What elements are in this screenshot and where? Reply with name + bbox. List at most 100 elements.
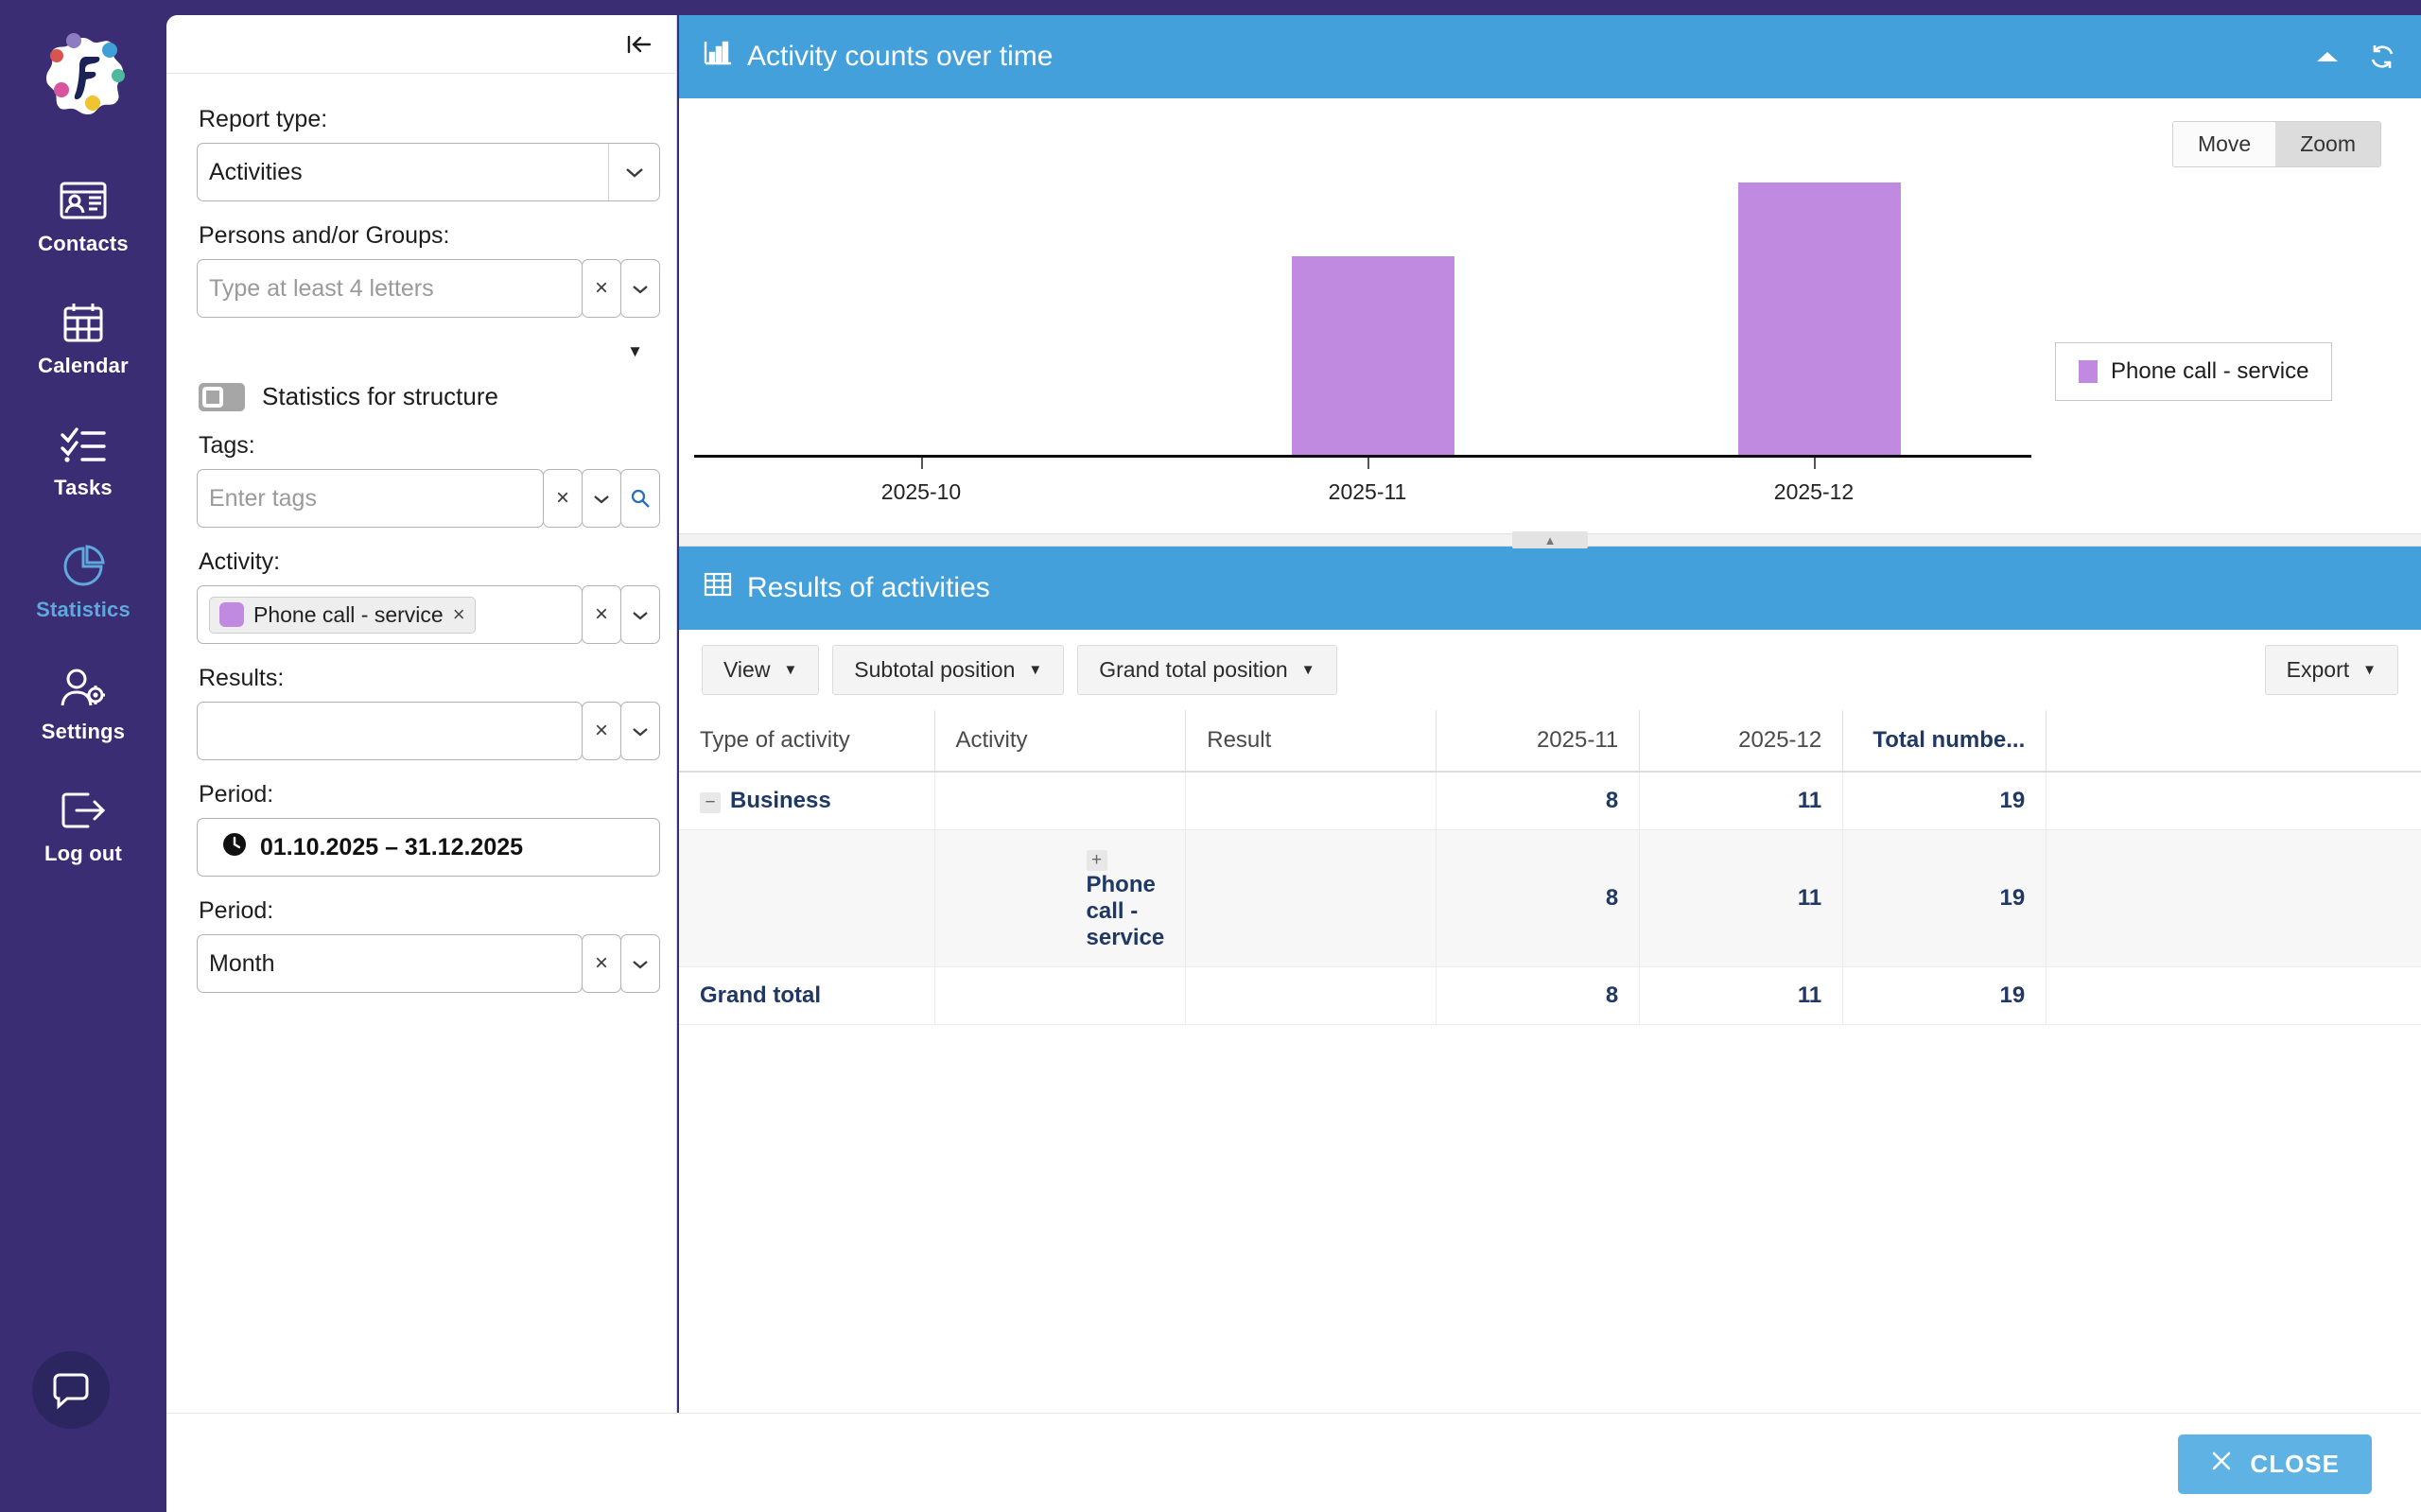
- col-total-number[interactable]: Total numbe...: [1842, 710, 2047, 773]
- col-result[interactable]: Result: [1185, 710, 1437, 773]
- collapse-group-icon[interactable]: −: [700, 792, 721, 813]
- activity-chip-remove[interactable]: ×: [452, 602, 465, 626]
- chat-bubble-icon[interactable]: [32, 1351, 110, 1429]
- cell-filler: [2046, 966, 2421, 1025]
- activity-combo[interactable]: Phone call - service × ×: [197, 585, 660, 644]
- report-type-select[interactable]: Activities: [197, 143, 660, 201]
- calendar-icon: [62, 300, 104, 345]
- grand-total-position-button[interactable]: Grand total position ▼: [1077, 645, 1337, 695]
- results-input[interactable]: [197, 702, 583, 760]
- view-button-label: View: [723, 657, 771, 682]
- tags-input[interactable]: Enter tags: [197, 469, 544, 528]
- tags-dropdown-button[interactable]: [582, 469, 621, 528]
- tags-combo[interactable]: Enter tags ×: [197, 469, 660, 528]
- export-button[interactable]: Export ▼: [2264, 645, 2398, 695]
- refresh-icon[interactable]: [2368, 43, 2396, 71]
- bar-2025-12[interactable]: [1738, 182, 1901, 455]
- pie-chart-icon: [61, 544, 105, 589]
- logout-icon: [60, 788, 107, 833]
- results-toolbar: View ▼ Subtotal position ▼ Grand total p…: [679, 630, 2421, 710]
- expand-row-icon[interactable]: +: [1086, 850, 1107, 871]
- report-type-label: Report type:: [199, 106, 328, 132]
- col-activity[interactable]: Activity: [934, 710, 1187, 773]
- persons-combo[interactable]: Type at least 4 letters ×: [197, 259, 660, 318]
- cell-filler: [2046, 829, 2421, 967]
- period-unit-clear-button[interactable]: ×: [582, 934, 621, 993]
- cell-total: 19: [1842, 966, 2047, 1025]
- collapse-panel-icon[interactable]: [623, 30, 655, 59]
- statistics-for-structure-toggle[interactable]: [199, 382, 245, 411]
- main-content: Activity counts over time Move Zoom: [679, 15, 2421, 1471]
- tags-clear-button[interactable]: ×: [543, 469, 583, 528]
- period-range-value: 01.10.2025 – 31.12.2025: [260, 833, 524, 860]
- table-row[interactable]: +Phone call - service 8 11 19: [679, 829, 2421, 967]
- toggle-knob: [202, 386, 223, 408]
- persons-clear-button[interactable]: ×: [582, 259, 621, 318]
- panel-splitter[interactable]: ▲: [679, 531, 2421, 548]
- table-icon: [704, 571, 732, 605]
- cell-2025-12: 11: [1639, 829, 1844, 967]
- sidebar-item-statistics[interactable]: Statistics: [0, 530, 166, 632]
- chart-header-actions: [2315, 43, 2396, 71]
- sidebar-item-logout[interactable]: Log out: [0, 774, 166, 876]
- activity-clear-button[interactable]: ×: [582, 585, 621, 644]
- chevron-down-icon[interactable]: [608, 144, 659, 200]
- cell-activity[interactable]: +Phone call - service: [934, 829, 1187, 967]
- chevron-down-icon[interactable]: ▼: [627, 342, 643, 360]
- cell-group-name: [679, 829, 935, 967]
- activity-label: Activity:: [199, 548, 281, 575]
- cell-total: 19: [1842, 829, 2047, 967]
- close-button-label: CLOSE: [2250, 1450, 2340, 1478]
- persons-input[interactable]: Type at least 4 letters: [197, 259, 583, 318]
- tags-buttons: ×: [543, 469, 660, 528]
- subtotal-position-button[interactable]: Subtotal position ▼: [832, 645, 1065, 695]
- period-unit-dropdown-button[interactable]: [620, 934, 660, 993]
- close-button[interactable]: CLOSE: [2178, 1434, 2372, 1494]
- period-unit-combo[interactable]: Month ×: [197, 934, 660, 993]
- cell-activity: [934, 966, 1187, 1025]
- flowlu-logo[interactable]: [32, 25, 134, 127]
- x-tick-label-1: 2025-11: [1328, 479, 1407, 504]
- period-range-picker[interactable]: 01.10.2025 – 31.12.2025: [197, 818, 660, 877]
- cell-2025-11: 8: [1436, 966, 1641, 1025]
- chart-mode-move[interactable]: Move: [2172, 122, 2276, 166]
- x-tick-label-0: 2025-10: [880, 479, 962, 504]
- chart-plot-area: 2025-10 2025-11 2025-12 Phone call - ser…: [679, 182, 2421, 505]
- results-clear-button[interactable]: ×: [582, 702, 621, 760]
- structure-toggle-row[interactable]: Statistics for structure: [199, 382, 646, 411]
- results-panel: View ▼ Subtotal position ▼ Grand total p…: [679, 630, 2421, 1471]
- col-2025-11[interactable]: 2025-11: [1436, 710, 1641, 773]
- table-header-row: Type of activity Activity Result 2025-11…: [679, 710, 2421, 773]
- caret-down-icon: ▼: [1300, 662, 1315, 678]
- sidebar-label-logout: Log out: [44, 842, 123, 865]
- sidebar-item-tasks[interactable]: Tasks: [0, 408, 166, 510]
- results-dropdown-button[interactable]: [620, 702, 660, 760]
- x-tick-0: [921, 458, 923, 469]
- chart-legend[interactable]: Phone call - service: [2055, 342, 2333, 401]
- sidebar-item-settings[interactable]: Settings: [0, 652, 166, 754]
- view-button[interactable]: View ▼: [702, 645, 820, 695]
- sidebar-item-contacts[interactable]: Contacts: [0, 165, 166, 266]
- grand-total-position-label: Grand total position: [1099, 657, 1288, 682]
- advanced-expander[interactable]: ▼: [197, 342, 660, 361]
- splitter-grip-icon[interactable]: ▲: [1512, 531, 1588, 548]
- sidebar-item-calendar[interactable]: Calendar: [0, 287, 166, 388]
- col-2025-12[interactable]: 2025-12: [1639, 710, 1844, 773]
- col-type-of-activity[interactable]: Type of activity: [679, 710, 935, 773]
- panel-topbar: [166, 15, 676, 74]
- cell-group-name[interactable]: − Business: [679, 772, 935, 830]
- group-label: Business: [730, 788, 831, 813]
- search-icon[interactable]: [620, 469, 660, 528]
- persons-dropdown-button[interactable]: [620, 259, 660, 318]
- bar-2025-11[interactable]: [1292, 256, 1454, 455]
- sidebar-label-settings: Settings: [41, 720, 126, 743]
- results-combo[interactable]: ×: [197, 702, 660, 760]
- chart-mode-zoom[interactable]: Zoom: [2275, 122, 2380, 166]
- report-type-value: Activities: [197, 143, 660, 201]
- activity-chip[interactable]: Phone call - service ×: [209, 596, 476, 634]
- table-row[interactable]: − Business 8 11 19: [679, 772, 2421, 830]
- activity-dropdown-button[interactable]: [620, 585, 660, 644]
- caret-up-icon[interactable]: [2315, 49, 2340, 64]
- results-buttons: ×: [582, 702, 660, 760]
